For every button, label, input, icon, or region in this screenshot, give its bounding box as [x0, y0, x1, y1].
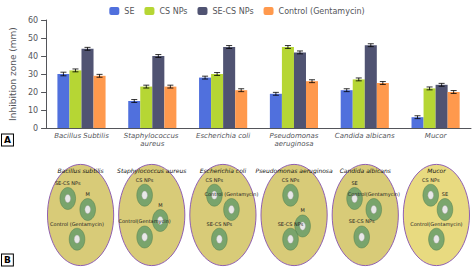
svg-text:Escherichia coli: Escherichia coli — [200, 167, 247, 174]
svg-text:Mucor: Mucor — [425, 132, 448, 140]
svg-text:CS NPs: CS NPs — [206, 177, 224, 183]
svg-text:40: 40 — [28, 52, 38, 61]
svg-text:SE: SE — [351, 180, 357, 186]
svg-text:0: 0 — [33, 124, 38, 133]
svg-text:SE-CS NPs: SE-CS NPs — [278, 221, 304, 227]
svg-text:CS NPs: CS NPs — [136, 177, 154, 183]
svg-text:Staphylococcus aureus: Staphylococcus aureus — [117, 167, 186, 175]
svg-text:Bacillus subtilis: Bacillus subtilis — [58, 167, 104, 174]
svg-text:Control(Gentamycin): Control(Gentamycin) — [410, 221, 462, 228]
svg-text:Control (Gentamycin): Control (Gentamycin) — [50, 221, 104, 228]
svg-text:Staphylococcus: Staphylococcus — [124, 132, 181, 140]
svg-text:aeruginosa: aeruginosa — [274, 140, 313, 148]
svg-text:M: M — [86, 191, 90, 197]
svg-text:A: A — [4, 135, 11, 145]
svg-text:aureus: aureus — [140, 140, 164, 148]
svg-text:SE-CS NPs: SE-CS NPs — [207, 221, 233, 227]
svg-text:30: 30 — [28, 70, 38, 79]
svg-text:Control(Gentamycin): Control(Gentamycin) — [119, 218, 171, 225]
svg-text:CS NPs: CS NPs — [422, 177, 440, 183]
svg-text:SE-CS NPs: SE-CS NPs — [55, 180, 81, 186]
svg-text:Control (Gentamycin): Control (Gentamycin) — [279, 7, 365, 16]
svg-text:SE-CS NPs: SE-CS NPs — [212, 7, 253, 16]
svg-text:Bacillus Subtilis: Bacillus Subtilis — [54, 132, 109, 140]
svg-text:M: M — [300, 207, 304, 213]
svg-text:Inhibition zone (mm): Inhibition zone (mm) — [8, 27, 18, 121]
svg-text:Control (Gentamycin): Control (Gentamycin) — [205, 191, 259, 198]
svg-text:Mucor: Mucor — [427, 167, 446, 174]
svg-text:Pseudomonas: Pseudomonas — [270, 132, 319, 140]
svg-text:Candida albicans: Candida albicans — [335, 132, 395, 140]
svg-text:CS NPs: CS NPs — [159, 7, 187, 16]
svg-text:20: 20 — [28, 88, 38, 97]
svg-text:SE-CS NPs: SE-CS NPs — [349, 218, 375, 224]
svg-text:Candida albicans: Candida albicans — [340, 167, 391, 174]
svg-text:10: 10 — [28, 106, 38, 115]
svg-text:SE: SE — [442, 191, 448, 197]
svg-text:CS NPs: CS NPs — [282, 177, 300, 183]
svg-text:M: M — [158, 202, 162, 208]
svg-text:50: 50 — [28, 34, 38, 43]
svg-text:Escherichia coli: Escherichia coli — [196, 132, 250, 140]
svg-text:60: 60 — [28, 16, 38, 25]
svg-text:B: B — [4, 255, 11, 265]
svg-text:SE: SE — [124, 7, 134, 16]
svg-text:Pseudomonas aeruginosa: Pseudomonas aeruginosa — [256, 167, 333, 175]
svg-text:Control(Gentamycin): Control(Gentamycin) — [348, 191, 400, 198]
